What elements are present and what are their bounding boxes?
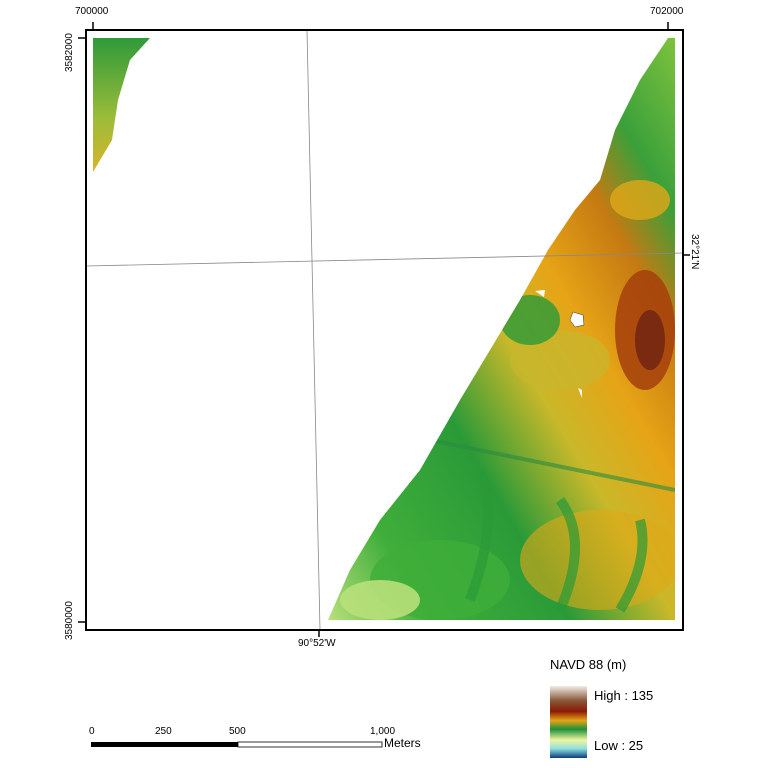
map-frame [85,29,684,631]
latitude-label: 32°21'N [689,234,700,270]
legend-low-label: Low : 25 [594,738,644,753]
legend-high-label: High : 135 [594,688,654,703]
y-tick-3582000: 3582000 [64,33,75,72]
legend-color-ramp [550,686,587,758]
scale-tick-250: 250 [155,726,172,737]
x-tick-700000: 700000 [75,6,109,17]
frame-ticks [78,22,690,637]
scale-tick-1000: 1,000 [370,726,396,737]
y-tick-3580000: 3580000 [64,601,75,640]
legend-title: NAVD 88 (m) [550,657,627,672]
scale-unit: Meters [384,736,421,750]
terrain-raster [93,38,675,620]
scale-bar [91,741,383,748]
longitude-label: 90°52'W [298,638,336,649]
x-tick-702000: 702000 [650,6,684,17]
scale-tick-0: 0 [89,726,95,737]
scale-tick-500: 500 [229,726,246,737]
graticule [85,29,684,631]
